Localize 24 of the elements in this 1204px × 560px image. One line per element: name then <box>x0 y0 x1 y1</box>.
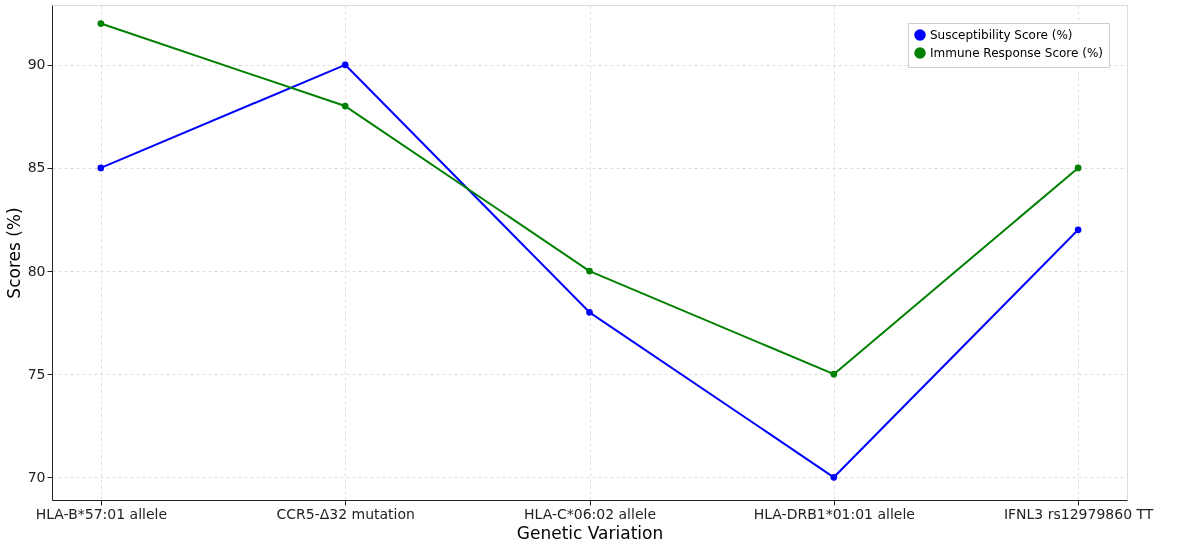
y-axis-title: Scores (%) <box>3 207 24 299</box>
x-tick-label: HLA-C*06:02 allele <box>523 505 657 522</box>
x-tick-label: CCR5-Δ32 mutation <box>276 505 415 522</box>
point <box>341 61 349 69</box>
point <box>586 308 593 316</box>
point <box>830 370 838 378</box>
point <box>830 473 838 481</box>
y-tick-label: 80 <box>27 262 46 279</box>
legend-label: Susceptibility Score (%) <box>930 28 1073 42</box>
x-tick-label: HLA-DRB1*01:01 allele <box>753 505 915 522</box>
legend-label: Immune Response Score (%) <box>930 46 1103 60</box>
y-tick-label: 90 <box>27 56 46 73</box>
y-tick-label: 75 <box>27 365 46 382</box>
x-tick-label: IFNL3 rs12979860 TT <box>1003 505 1154 522</box>
point <box>97 164 105 172</box>
y-tick-label: 70 <box>27 468 46 485</box>
point <box>341 102 349 110</box>
point <box>586 267 593 275</box>
point <box>1074 226 1082 234</box>
point <box>97 20 105 27</box>
x-axis-title: Genetic Variation <box>516 522 664 543</box>
y-tick-label: 85 <box>27 159 46 176</box>
x-tick-label: HLA-B*57:01 allele <box>35 505 168 522</box>
point <box>1074 164 1082 172</box>
